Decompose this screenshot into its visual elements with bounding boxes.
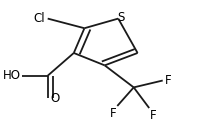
Text: F: F xyxy=(150,109,157,122)
Text: Cl: Cl xyxy=(34,12,45,25)
Text: F: F xyxy=(165,74,171,87)
Text: S: S xyxy=(117,11,124,24)
Text: F: F xyxy=(110,107,116,120)
Text: O: O xyxy=(50,92,60,105)
Text: HO: HO xyxy=(3,69,21,82)
